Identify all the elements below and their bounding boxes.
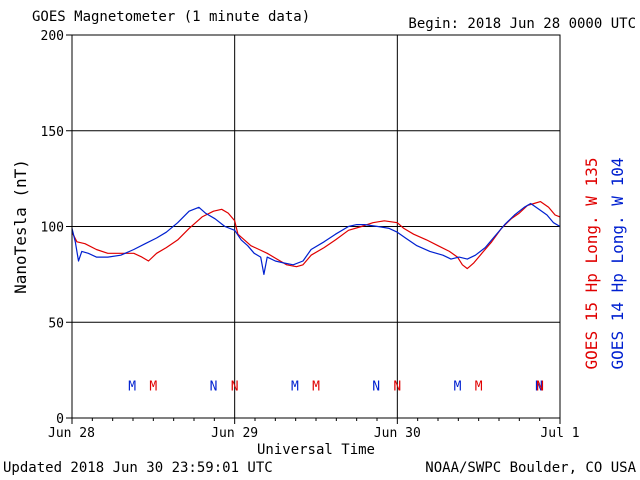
begin-time: Begin: 2018 Jun 28 0000 UTC: [408, 16, 636, 32]
y-tick-label: 100: [41, 221, 64, 236]
midnight-marker: M: [475, 379, 483, 394]
x-tick-label: Jul 1: [540, 426, 579, 441]
goes14-series-label: GOES 14 Hp Long. W 104: [608, 158, 627, 370]
data-series: [71, 201, 561, 275]
y-tick-label: 200: [41, 29, 64, 44]
noon-marker: N: [535, 379, 543, 394]
x-tick-label: Jun 28: [48, 426, 95, 441]
updated-timestamp: Updated 2018 Jun 30 23:59:01 UTC: [3, 460, 273, 476]
plot-frame: [71, 34, 561, 419]
noon-marker: N: [210, 379, 218, 394]
y-axis-ticks: 0 50 100 150 200: [41, 29, 72, 427]
y-tick-label: 0: [56, 412, 64, 427]
midnight-marker: M: [454, 379, 462, 394]
goes14-line: [71, 202, 561, 275]
x-axis-label: Universal Time: [257, 442, 375, 458]
y-axis-label: NanoTesla (nT): [11, 159, 30, 294]
noon-marker: N: [393, 379, 401, 394]
noon-marker: N: [231, 379, 239, 394]
x-tick-label: Jun 30: [374, 426, 421, 441]
goes15-series-label: GOES 15 Hp Long. W 135: [582, 158, 601, 370]
grid-lines: [72, 35, 560, 418]
x-axis-ticks: Jun 28 Jun 29 Jun 30 Jul 1: [48, 418, 580, 441]
noon-marker: N: [536, 379, 544, 394]
midnight-marker: M: [128, 379, 136, 394]
x-tick-label: Jun 29: [211, 426, 258, 441]
y-tick-label: 50: [48, 316, 64, 331]
goes15-line: [71, 201, 561, 270]
midnight-marker: M: [312, 379, 320, 394]
m-n-markers: M M N N M M N N M M NN: [128, 379, 544, 394]
noon-marker: N: [372, 379, 380, 394]
midnight-marker: M: [291, 379, 299, 394]
y-tick-label: 150: [41, 125, 64, 140]
chart-title: GOES Magnetometer (1 minute data): [32, 9, 311, 25]
midnight-marker: M: [149, 379, 157, 394]
credit-text: NOAA/SWPC Boulder, CO USA: [425, 460, 636, 476]
